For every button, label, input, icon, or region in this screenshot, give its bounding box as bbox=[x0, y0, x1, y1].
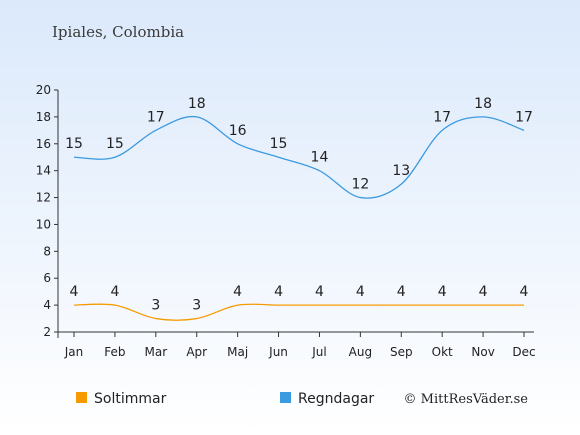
legend-swatch-soltimmar bbox=[76, 392, 87, 403]
regndagar-data-label: 17 bbox=[147, 109, 165, 125]
y-tick-label: 8 bbox=[43, 244, 51, 258]
regndagar-data-label: 12 bbox=[351, 177, 369, 193]
y-tick-label: 2 bbox=[43, 325, 51, 339]
soltimmar-data-label: 4 bbox=[110, 284, 119, 300]
x-tick-label: Mar bbox=[144, 345, 167, 359]
soltimmar-data-label: 4 bbox=[438, 284, 447, 300]
legend: Soltimmar Regndagar bbox=[76, 391, 374, 407]
y-tick-label: 14 bbox=[36, 164, 51, 178]
regndagar-data-label: 18 bbox=[188, 96, 206, 112]
regndagar-data-label: 17 bbox=[433, 109, 451, 125]
y-tick-label: 10 bbox=[36, 217, 51, 231]
soltimmar-data-label: 4 bbox=[274, 284, 283, 300]
series-line-regndagar bbox=[73, 115, 525, 199]
regndagar-data-label: 14 bbox=[311, 150, 329, 166]
regndagar-data-label: 13 bbox=[392, 163, 410, 179]
regndagar-data-label: 16 bbox=[229, 123, 247, 139]
y-tick-label: 6 bbox=[43, 271, 51, 285]
regndagar-data-label: 15 bbox=[270, 136, 288, 152]
soltimmar-data-label: 4 bbox=[315, 284, 324, 300]
soltimmar-data-label: 4 bbox=[479, 284, 488, 300]
y-tick-label: 20 bbox=[36, 83, 51, 97]
axes: 2 4 6 8 10 12 14 16 18 20 Jan Feb Mar Apr Maj Jun Jul Aug… bbox=[36, 83, 536, 359]
soltimmar-data-label: 4 bbox=[70, 284, 79, 300]
legend-label-soltimmar: Soltimmar bbox=[94, 391, 167, 407]
y-tick-label: 4 bbox=[43, 298, 51, 312]
legend-label-regndagar: Regndagar bbox=[298, 391, 374, 407]
y-tick-label: 18 bbox=[36, 110, 51, 124]
soltimmar-data-label: 4 bbox=[397, 284, 406, 300]
x-tick-label: Jan bbox=[64, 345, 84, 359]
soltimmar-data-label: 4 bbox=[356, 284, 365, 300]
x-tick-label: Jul bbox=[311, 345, 326, 359]
regndagar-data-label: 18 bbox=[474, 96, 492, 112]
series-line-soltimmar bbox=[73, 303, 524, 321]
x-tick-label: Sep bbox=[390, 345, 413, 359]
x-tick-label: Okt bbox=[432, 345, 453, 359]
credit-text: © MittResVäder.se bbox=[404, 392, 529, 407]
legend-swatch-regndagar bbox=[280, 392, 291, 403]
x-tick-label: Nov bbox=[471, 345, 494, 359]
regndagar-data-label: 15 bbox=[65, 136, 83, 152]
y-tick-label: 16 bbox=[36, 137, 51, 151]
y-tick-label: 12 bbox=[36, 191, 51, 205]
soltimmar-data-label: 3 bbox=[192, 298, 201, 314]
x-tick-label: Apr bbox=[186, 345, 207, 359]
x-tick-label: Maj bbox=[227, 345, 248, 359]
data-labels: 4 4 3 3 4 4 4 4 4 4 4 4 15 15 17 18 16 15 14 12 13 17 18 17 bbox=[65, 96, 533, 314]
series-lines bbox=[73, 115, 525, 321]
x-tick-label: Dec bbox=[512, 345, 535, 359]
chart-title: Ipiales, Colombia bbox=[52, 23, 184, 41]
regndagar-data-label: 17 bbox=[515, 109, 533, 125]
soltimmar-data-label: 4 bbox=[520, 284, 529, 300]
soltimmar-data-label: 3 bbox=[151, 298, 160, 314]
regndagar-data-label: 15 bbox=[106, 136, 124, 152]
x-tick-label: Jun bbox=[268, 345, 288, 359]
x-tick-label: Aug bbox=[349, 345, 372, 359]
soltimmar-data-label: 4 bbox=[233, 284, 242, 300]
x-tick-label: Feb bbox=[104, 345, 125, 359]
